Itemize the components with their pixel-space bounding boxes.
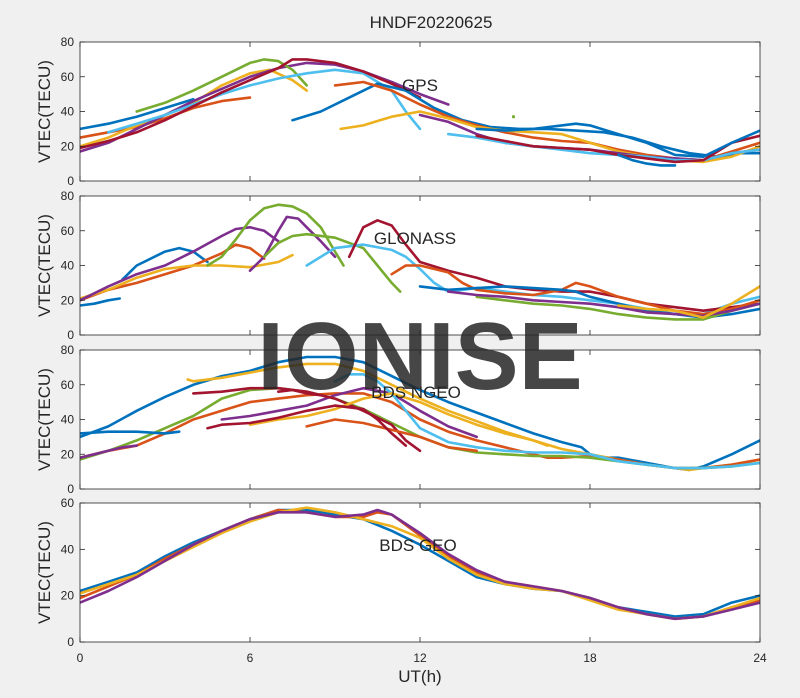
y-tick-label: 20 (61, 589, 75, 603)
panel-gps: 0 20 40 60 80 VTEC(TECU) GPS (35, 35, 761, 188)
series-line (80, 61, 450, 153)
y-tick-label: 20 (61, 139, 75, 153)
series-line (206, 404, 408, 447)
x-tick-label: 6 (247, 651, 254, 665)
y-tick-label: 0 (67, 328, 74, 342)
plot-area (80, 503, 760, 642)
panel-bds-geo: 0 20 40 60 0 6 12 18 24 VTEC(TECU) BDS GEO (35, 496, 767, 665)
series-line (80, 508, 760, 621)
panel-glonass: 0 20 40 60 80 VTEC(TECU) GLONASS (35, 189, 761, 342)
series-group (80, 203, 760, 321)
series-line (248, 392, 549, 447)
series-line (80, 444, 138, 459)
y-tick-label: 40 (61, 105, 75, 119)
y-tick-label: 0 (67, 174, 74, 188)
y-tick-label: 60 (61, 496, 75, 510)
series-line (447, 132, 760, 162)
panel-label: BDS GEO (379, 536, 456, 555)
y-tick-label: 20 (61, 293, 75, 307)
series-group (80, 506, 760, 621)
y-tick-label: 0 (67, 635, 74, 649)
series-line (135, 58, 308, 113)
y-tick-label: 80 (61, 35, 75, 49)
y-axis-label: VTEC(TECU) (35, 368, 54, 471)
series-group (80, 58, 760, 167)
panel-bds-ngeo: 0 20 40 60 80 VTEC(TECU) BDS NGEO (35, 343, 761, 496)
y-tick-label: 20 (61, 447, 75, 461)
y-axis-label: VTEC(TECU) (35, 60, 54, 163)
y-tick-label: 0 (67, 482, 74, 496)
y-tick-label: 80 (61, 189, 75, 203)
y-tick-label: 80 (61, 343, 75, 357)
y-tick-label: 40 (61, 413, 75, 427)
y-tick-label: 40 (61, 259, 75, 273)
y-axis-label: VTEC(TECU) (35, 521, 54, 624)
series-line (80, 58, 422, 150)
x-tick-label: 24 (753, 651, 767, 665)
x-tick-label: 0 (77, 651, 84, 665)
series-line (80, 98, 195, 131)
series-line (333, 373, 760, 470)
panel-label: GLONASS (374, 229, 456, 248)
series-line (80, 430, 181, 435)
x-axis-label: UT(h) (398, 667, 441, 686)
series-line (248, 215, 337, 272)
series-line (121, 246, 209, 281)
figure-title: HNDF20220625 (370, 13, 493, 32)
series-line (277, 388, 323, 397)
series-line (262, 232, 402, 293)
series-line (80, 297, 121, 307)
series-line (220, 386, 478, 439)
series-point (511, 115, 516, 119)
x-tick-label: 12 (413, 651, 427, 665)
series-line (80, 226, 280, 302)
x-tick-label: 18 (583, 651, 597, 665)
series-line (80, 508, 760, 618)
watermark: IONISE (257, 303, 582, 410)
y-tick-label: 60 (61, 224, 75, 238)
series-line (475, 295, 760, 321)
series-line (80, 253, 294, 300)
series-line (617, 153, 677, 167)
series-line (475, 122, 760, 158)
y-axis-label: VTEC(TECU) (35, 214, 54, 317)
y-tick-label: 40 (61, 542, 75, 556)
series-line (305, 418, 478, 453)
y-tick-label: 60 (61, 70, 75, 84)
series-line (617, 285, 760, 319)
y-tick-label: 60 (61, 378, 75, 392)
panel-label: BDS NGEO (371, 383, 461, 402)
panel-label: GPS (402, 76, 438, 95)
series-group (80, 355, 760, 472)
